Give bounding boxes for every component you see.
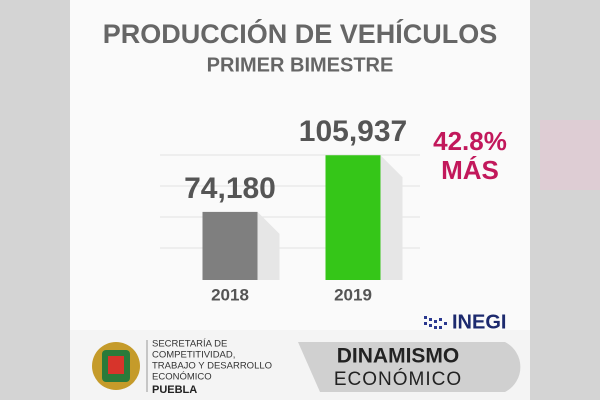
bar-shadow bbox=[380, 155, 403, 280]
org-line: SECRETARÍA DE bbox=[152, 339, 227, 350]
badge-text: ECONÓMICO bbox=[334, 368, 462, 390]
bar-shadow bbox=[257, 211, 280, 280]
badge-text: DINAMISMO bbox=[337, 345, 460, 368]
source: INEGI bbox=[452, 311, 506, 333]
annotation: 42.8% bbox=[433, 126, 507, 156]
chart-subtitle: PRIMER BIMESTRE bbox=[207, 54, 394, 76]
bar bbox=[202, 211, 258, 280]
org-line: TRABAJO Y DESARROLLO bbox=[152, 361, 272, 372]
value-label: 74,180 bbox=[184, 172, 276, 205]
bar bbox=[325, 155, 381, 280]
x-tick-label: 2018 bbox=[211, 285, 249, 304]
annotation: MÁS bbox=[441, 155, 499, 185]
source-logo: INEGI bbox=[424, 311, 506, 333]
badge-background bbox=[298, 342, 521, 392]
org-line: ECONÓMICO bbox=[152, 372, 212, 383]
x-tick-label: 2019 bbox=[334, 285, 372, 304]
emblem bbox=[92, 342, 140, 390]
org-state: PUEBLA bbox=[152, 384, 197, 396]
org-line: COMPETITIVIDAD, bbox=[152, 350, 235, 361]
blurred-edge bbox=[540, 120, 600, 190]
value-label: 105,937 bbox=[299, 115, 407, 148]
chart-title: PRODUCCIÓN DE VEHÍCULOS bbox=[103, 18, 498, 49]
